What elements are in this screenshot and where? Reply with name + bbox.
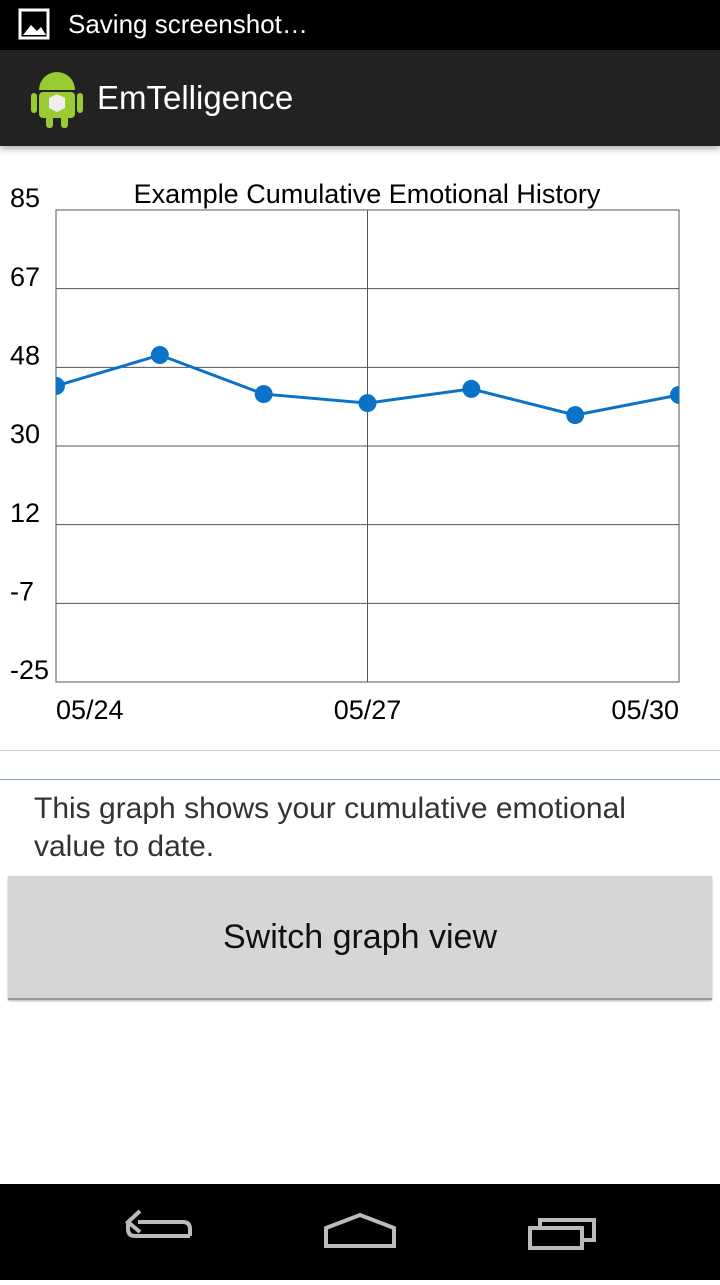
data-point: [150, 346, 169, 365]
y-tick-label: -7: [10, 576, 34, 606]
data-point: [670, 385, 679, 404]
switch-graph-button[interactable]: Switch graph view: [8, 876, 712, 1000]
chart-title: Example Cumulative Emotional History: [134, 179, 601, 209]
y-tick-label: -25: [10, 655, 49, 685]
data-point: [56, 376, 65, 395]
y-tick-label: 30: [10, 419, 40, 449]
app-icon: [31, 72, 83, 128]
x-tick-label: 05/24: [56, 695, 124, 725]
description: This graph shows your cumulative emotion…: [34, 792, 626, 863]
status-bar: Saving screenshot…: [0, 0, 720, 50]
chart: Example Cumulative Emotional History -25…: [10, 179, 680, 725]
data-point: [358, 394, 377, 413]
data-point: [254, 385, 273, 404]
recents-button[interactable]: [528, 1218, 596, 1250]
data-point: [566, 406, 585, 425]
status-text: Saving screenshot…: [68, 9, 308, 39]
screenshot-icon: [18, 8, 50, 40]
ruled-background: [0, 146, 720, 1184]
back-button[interactable]: [124, 1209, 192, 1238]
y-tick-label: 67: [10, 262, 40, 292]
x-tick-label: 05/27: [334, 695, 402, 725]
action-bar: EmTelligence: [0, 50, 720, 146]
y-tick-label: 12: [10, 498, 40, 528]
x-tick-label: 05/30: [611, 695, 679, 725]
y-tick-label: 48: [10, 340, 40, 370]
nav-icons: [124, 1209, 596, 1250]
app-title: EmTelligence: [97, 79, 294, 116]
nav-bar: [0, 1184, 720, 1280]
home-button[interactable]: [324, 1212, 396, 1248]
plot-area: [56, 346, 679, 425]
data-point: [462, 379, 481, 398]
y-tick-label: 85: [10, 183, 40, 213]
